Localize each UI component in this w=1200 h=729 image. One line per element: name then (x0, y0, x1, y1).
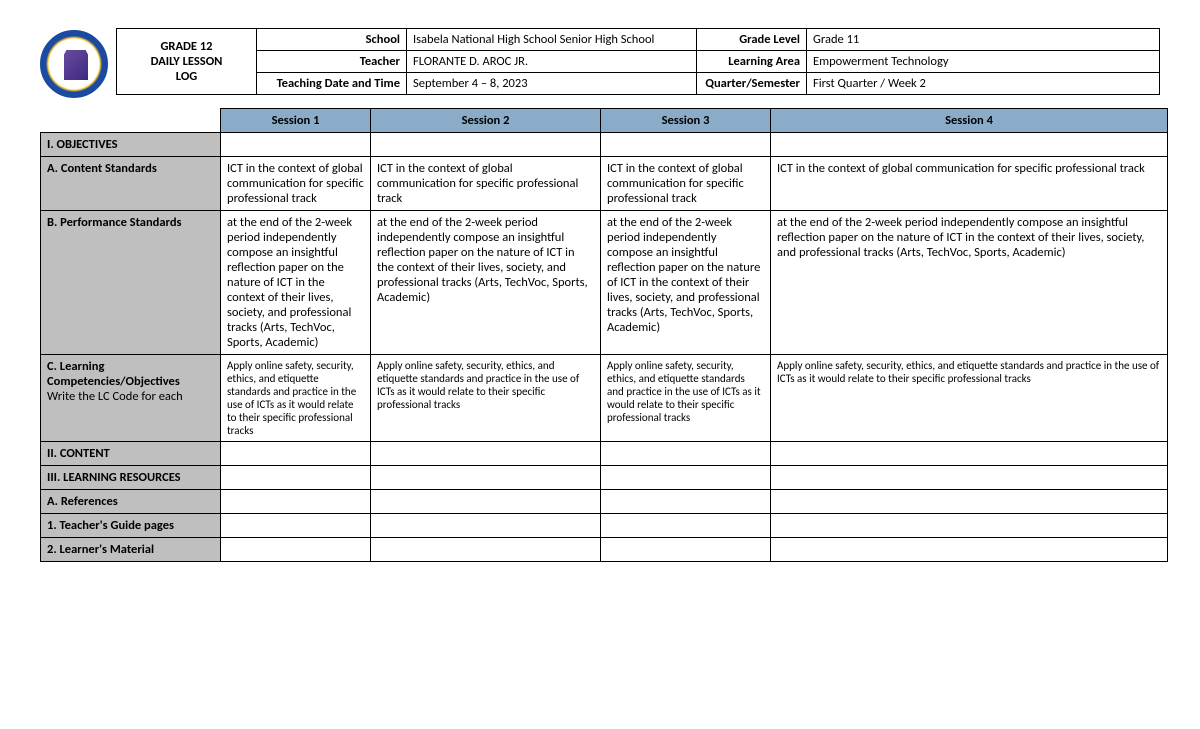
row-resources: III. LEARNING RESOURCES (41, 466, 1168, 490)
row-learners-material: 2. Learner's Material (41, 538, 1168, 562)
perf-std-s1: at the end of the 2-week period independ… (221, 211, 371, 355)
lbl-grade: Grade Level (697, 29, 807, 51)
content-std-s2: ICT in the context of global communicati… (371, 157, 601, 211)
lbl-tg-pages: 1. Teacher's Guide pages (41, 514, 221, 538)
lbl-content-std: A. Content Standards (41, 157, 221, 211)
row-performance-standards: B. Performance Standards at the end of t… (41, 211, 1168, 355)
session-4-hdr: Session 4 (771, 109, 1168, 133)
val-area: Empowerment Technology (807, 51, 1160, 73)
lbl-quarter: Quarter/Semester (697, 73, 807, 95)
learn-comp-sub: Write the LC Code for each (47, 389, 214, 404)
learn-comp-s2: Apply online safety, security, ethics, a… (371, 355, 601, 442)
lbl-content: II. CONTENT (41, 442, 221, 466)
dll-title: GRADE 12 DAILY LESSON LOG (117, 29, 257, 95)
perf-std-s2: at the end of the 2-week period independ… (371, 211, 601, 355)
perf-std-s4: at the end of the 2-week period independ… (771, 211, 1168, 355)
content-std-s1: ICT in the context of global communicati… (221, 157, 371, 211)
lbl-area: Learning Area (697, 51, 807, 73)
content-std-s3: ICT in the context of global communicati… (601, 157, 771, 211)
session-3-hdr: Session 3 (601, 109, 771, 133)
lbl-lm: 2. Learner's Material (41, 538, 221, 562)
header-info-table: GRADE 12 DAILY LESSON LOG School Isabela… (116, 28, 1160, 95)
lbl-objectives: I. OBJECTIVES (41, 133, 221, 157)
learn-comp-s3: Apply online safety, security, ethics, a… (601, 355, 771, 442)
lbl-references: A. References (41, 490, 221, 514)
session-2-hdr: Session 2 (371, 109, 601, 133)
val-date: September 4 – 8, 2023 (407, 73, 697, 95)
content-std-s4: ICT in the context of global communicati… (771, 157, 1168, 211)
val-teacher: FLORANTE D. AROC JR. (407, 51, 697, 73)
lbl-teacher: Teacher (257, 51, 407, 73)
learn-comp-title: C. Learning Competencies/Objectives (47, 359, 180, 389)
row-content-standards: A. Content Standards ICT in the context … (41, 157, 1168, 211)
title-line1: GRADE 12 (160, 39, 212, 54)
learn-comp-s4: Apply online safety, security, ethics, a… (771, 355, 1168, 442)
row-learning-competencies: C. Learning Competencies/Objectives Writ… (41, 355, 1168, 442)
blank-corner (41, 109, 221, 133)
lbl-school: School (257, 29, 407, 51)
session-header-row: Session 1 Session 2 Session 3 Session 4 (41, 109, 1168, 133)
learn-comp-s1: Apply online safety, security, ethics, a… (221, 355, 371, 442)
lbl-date: Teaching Date and Time (257, 73, 407, 95)
deped-logo (40, 30, 108, 98)
session-1-hdr: Session 1 (221, 109, 371, 133)
perf-std-s3: at the end of the 2-week period independ… (601, 211, 771, 355)
row-references: A. References (41, 490, 1168, 514)
lbl-resources: III. LEARNING RESOURCES (41, 466, 221, 490)
title-line2: DAILY LESSON (151, 54, 223, 69)
row-objectives: I. OBJECTIVES (41, 133, 1168, 157)
val-quarter: First Quarter / Week 2 (807, 73, 1160, 95)
lbl-learn-comp: C. Learning Competencies/Objectives Writ… (41, 355, 221, 442)
val-school: Isabela National High School Senior High… (407, 29, 697, 51)
row-tg-pages: 1. Teacher's Guide pages (41, 514, 1168, 538)
row-content: II. CONTENT (41, 442, 1168, 466)
lbl-perf-std: B. Performance Standards (41, 211, 221, 355)
lesson-plan-table: Session 1 Session 2 Session 3 Session 4 … (40, 108, 1168, 562)
title-line3: LOG (176, 69, 197, 84)
header-block: GRADE 12 DAILY LESSON LOG School Isabela… (40, 28, 1160, 98)
val-grade: Grade 11 (807, 29, 1160, 51)
